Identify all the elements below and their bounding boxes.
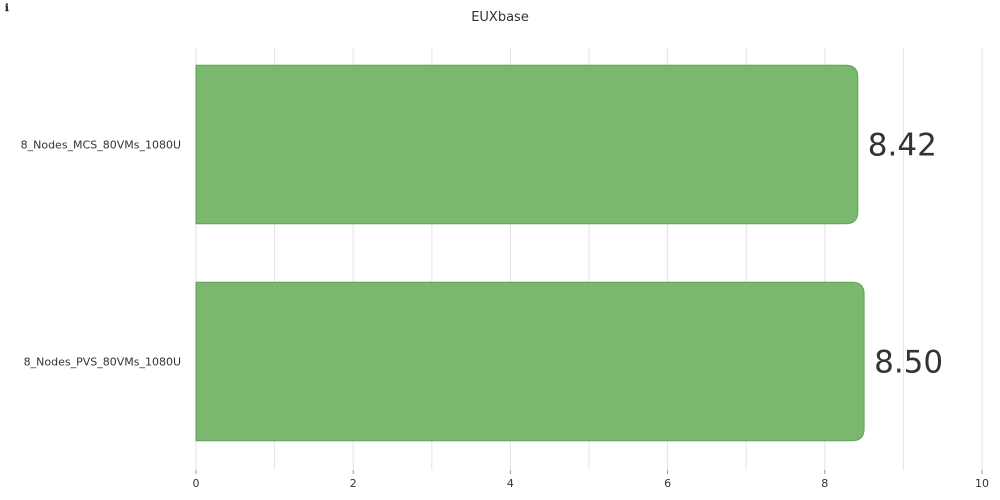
x-tick-label: 4 (507, 477, 514, 490)
x-tick-label: 0 (193, 477, 200, 490)
value-label: 8.50 (874, 345, 943, 381)
category-label: 8_Nodes_MCS_80VMs_1080U (21, 139, 181, 152)
x-tick-label: 2 (350, 477, 357, 490)
bar-2[interactable] (195, 281, 865, 442)
x-tick-label: 6 (664, 477, 671, 490)
bars (195, 64, 865, 442)
x-tick-label: 8 (821, 477, 828, 490)
category-label: 8_Nodes_PVS_80VMs_1080U (24, 356, 181, 369)
value-labels: 8.42 8.50 (868, 128, 943, 381)
x-axis-ticks: 0 2 4 6 8 10 (193, 470, 989, 490)
info-icon[interactable]: ℹ (5, 3, 9, 14)
value-label: 8.42 (868, 128, 937, 164)
x-tick-label: 10 (975, 477, 989, 490)
y-axis-labels: 8_Nodes_MCS_80VMs_1080U 8_Nodes_PVS_80VMs… (21, 139, 181, 369)
chart-title: EUXbase (471, 10, 529, 25)
bar-1[interactable] (195, 64, 859, 225)
